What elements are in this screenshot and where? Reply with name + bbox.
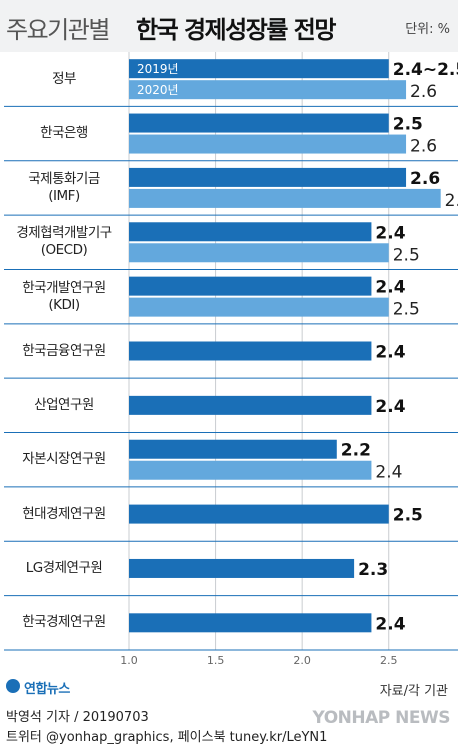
value-label-2020: 2.5: [393, 245, 420, 265]
bar-2019: [129, 395, 372, 415]
bar-2019: [129, 222, 372, 242]
legend-2020: 2020년: [137, 83, 179, 97]
category-label-line: (OECD): [40, 242, 88, 259]
value-label-2019: 2.4: [375, 614, 405, 634]
category-label-line: 현대경제연구원: [22, 505, 106, 522]
category-label: 정부: [0, 71, 128, 88]
category-label: LG경제연구원: [0, 560, 128, 577]
category-label-line: LG경제연구원: [25, 559, 103, 576]
category-label: 경제협력개발기구 (OECD): [0, 225, 128, 259]
value-label-2019: 2.2: [341, 441, 371, 461]
category-label-line: 한국금융연구원: [22, 342, 106, 359]
category-label-line: 한국은행: [40, 125, 88, 142]
x-tick-label: 2.5: [380, 654, 398, 667]
category-label: 한국경제연구원: [0, 614, 128, 631]
value-label-2019: 2.3: [358, 560, 388, 580]
bar-2019: [129, 439, 337, 459]
value-label-2020: 2.5: [393, 300, 420, 320]
category-label: 산업연구원: [0, 397, 128, 414]
category-label-line: 자본시장연구원: [22, 451, 106, 468]
bar-2019: [129, 167, 407, 187]
value-label-2019: 2.6: [410, 169, 440, 189]
value-label-2020: 2.6: [410, 137, 437, 157]
page-title: 한국 경제성장률 전망: [136, 16, 336, 44]
category-label-line: (IMF): [48, 187, 80, 204]
watermark: YONHAP NEWS: [312, 708, 451, 728]
value-label-2019: 2.5: [393, 506, 423, 526]
bar-2020: [129, 188, 441, 208]
category-label-line: (KDI): [48, 296, 80, 313]
category-label-line: 정부: [52, 70, 76, 87]
bar-2020: [129, 134, 407, 154]
bar-2019: [129, 113, 389, 133]
x-tick-label: 1.5: [207, 654, 225, 667]
value-label-2020: 2.4: [375, 463, 402, 483]
title-prefix: 주요기관별: [6, 16, 110, 44]
category-label: 현대경제연구원: [0, 506, 128, 523]
bar-2019: [129, 341, 372, 361]
logo-text: 연합뉴스: [24, 682, 70, 697]
unit-label: 단위: %: [405, 22, 450, 37]
bar-2020: [129, 243, 389, 263]
bar-chart: 1.01.52.02.52.4~2.52.62019년2020년2.52.62.…: [4, 52, 458, 667]
bar-2019: [129, 558, 355, 578]
social-line: 트위터 @yonhap_graphics, 페이스북 tuney.kr/LeYN…: [6, 730, 328, 745]
value-label-2019: 2.4~2.5: [393, 60, 458, 80]
yonhap-logo: 연합뉴스: [6, 678, 96, 698]
category-label-line: 경제협력개발기구: [16, 225, 112, 242]
bar-2019: [129, 613, 372, 633]
value-label-2020: 2.6: [410, 82, 437, 102]
bar-2020: [129, 297, 389, 317]
logo-icon: [6, 679, 20, 693]
category-label: 한국은행: [0, 125, 128, 142]
value-label-2019: 2.5: [393, 115, 423, 135]
value-label-2019: 2.4: [375, 223, 405, 243]
category-label-line: 국제통화기금: [28, 170, 100, 187]
bar-2020: [129, 80, 407, 100]
header: 주요기관별 한국 경제성장률 전망 단위: %: [0, 0, 458, 52]
bar-2019: [129, 59, 389, 79]
value-label-2019: 2.4: [375, 343, 405, 363]
category-label-line: 한국개발연구원: [22, 279, 106, 296]
legend-2019: 2019년: [137, 62, 179, 76]
source-note: 자료/각 기관: [379, 684, 448, 699]
category-label: 한국개발연구원 (KDI): [0, 280, 128, 314]
value-label-2019: 2.4: [375, 397, 405, 417]
bar-2019: [129, 276, 372, 296]
category-label-line: 산업연구원: [34, 396, 94, 413]
category-label: 한국금융연구원: [0, 343, 128, 360]
bar-2020: [129, 460, 372, 480]
value-label-2020: 2.8: [445, 191, 458, 211]
category-label-line: 한국경제연구원: [22, 614, 106, 631]
value-label-2019: 2.4: [375, 278, 405, 298]
x-tick-label: 2.0: [293, 654, 311, 667]
bar-2019: [129, 504, 389, 524]
category-label: 국제통화기금 (IMF): [0, 171, 128, 205]
category-label: 자본시장연구원: [0, 451, 128, 468]
credit-line: 박영석 기자 / 20190703: [6, 710, 149, 725]
x-tick-label: 1.0: [120, 654, 138, 667]
